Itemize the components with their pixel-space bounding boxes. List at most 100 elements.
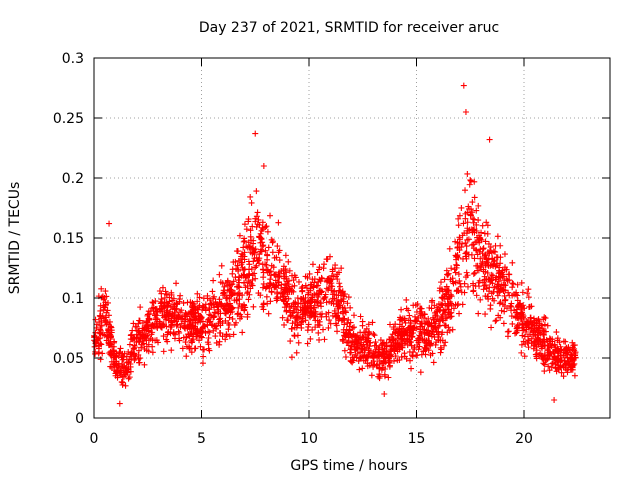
data-point: [198, 334, 205, 341]
data-point: [262, 224, 269, 231]
data-point: [466, 226, 473, 233]
data-point: [197, 328, 204, 335]
data-point: [409, 334, 416, 341]
data-point: [248, 199, 255, 206]
data-point: [499, 273, 506, 280]
data-point: [420, 348, 427, 355]
data-point: [445, 306, 452, 313]
data-point: [233, 283, 240, 290]
data-point: [501, 266, 508, 273]
data-point: [184, 318, 191, 325]
data-point: [399, 344, 406, 351]
data-point: [174, 321, 181, 328]
data-point: [256, 222, 263, 229]
data-point: [398, 306, 405, 313]
data-point: [285, 258, 292, 265]
data-point: [157, 306, 164, 313]
data-point: [247, 233, 254, 240]
data-point: [441, 322, 448, 329]
data-point: [201, 304, 208, 311]
data-point: [199, 318, 206, 325]
data-point: [494, 292, 501, 299]
data-point: [257, 230, 264, 237]
data-point: [150, 299, 157, 306]
data-point: [257, 234, 264, 241]
data-point: [486, 288, 493, 295]
data-point: [562, 361, 569, 368]
data-point: [497, 260, 504, 267]
data-point: [341, 347, 348, 354]
x-tick-label: 15: [408, 431, 426, 447]
data-point: [380, 360, 387, 367]
data-point: [255, 216, 262, 223]
data-point: [332, 265, 339, 272]
data-point: [484, 230, 491, 237]
data-point: [425, 347, 432, 354]
data-point: [355, 340, 362, 347]
data-point: [219, 280, 226, 287]
data-point: [207, 297, 214, 304]
data-point: [162, 302, 169, 309]
data-point: [435, 306, 442, 313]
data-point: [260, 300, 267, 307]
data-point: [398, 344, 405, 351]
data-point: [463, 243, 470, 250]
data-point: [498, 307, 505, 314]
data-point: [541, 361, 548, 368]
data-point: [429, 297, 436, 304]
data-point: [229, 281, 236, 288]
data-point: [321, 336, 328, 343]
data-point: [536, 322, 543, 329]
data-point: [206, 329, 213, 336]
data-point: [345, 294, 352, 301]
data-point: [154, 324, 161, 331]
data-point: [245, 216, 252, 223]
data-point: [97, 312, 104, 319]
data-point: [485, 262, 492, 269]
data-point: [143, 347, 150, 354]
data-point: [445, 311, 452, 318]
data-point: [365, 335, 372, 342]
data-point: [150, 307, 157, 314]
data-point: [284, 317, 291, 324]
data-point: [181, 324, 188, 331]
data-point: [274, 243, 281, 250]
data-point: [481, 254, 488, 261]
data-point: [409, 326, 416, 333]
data-point: [501, 302, 508, 309]
data-point: [253, 213, 260, 220]
data-point: [408, 365, 415, 372]
data-point: [194, 298, 201, 305]
data-point: [316, 336, 323, 343]
data-point: [111, 352, 118, 359]
data-point: [374, 354, 381, 361]
data-point: [266, 279, 273, 286]
data-point: [197, 343, 204, 350]
data-point: [365, 321, 372, 328]
data-point: [104, 333, 111, 340]
data-point: [505, 271, 512, 278]
data-point: [180, 300, 187, 307]
data-point: [161, 311, 168, 318]
data-point: [235, 304, 242, 311]
data-point: [305, 291, 312, 298]
data-point: [241, 307, 248, 314]
data-point: [267, 212, 274, 219]
data-point: [452, 269, 459, 276]
data-point: [497, 254, 504, 261]
data-point: [497, 270, 504, 277]
data-point: [338, 265, 345, 272]
data-point: [98, 322, 105, 329]
data-point: [494, 281, 501, 288]
data-point: [267, 298, 274, 305]
data-point: [550, 356, 557, 363]
data-point: [151, 311, 158, 318]
data-point: [411, 318, 418, 325]
data-point: [346, 323, 353, 330]
data-point: [339, 289, 346, 296]
data-point: [331, 287, 338, 294]
data-point: [431, 324, 438, 331]
data-point: [145, 327, 152, 334]
data-point: [437, 279, 444, 286]
data-point: [397, 314, 404, 321]
